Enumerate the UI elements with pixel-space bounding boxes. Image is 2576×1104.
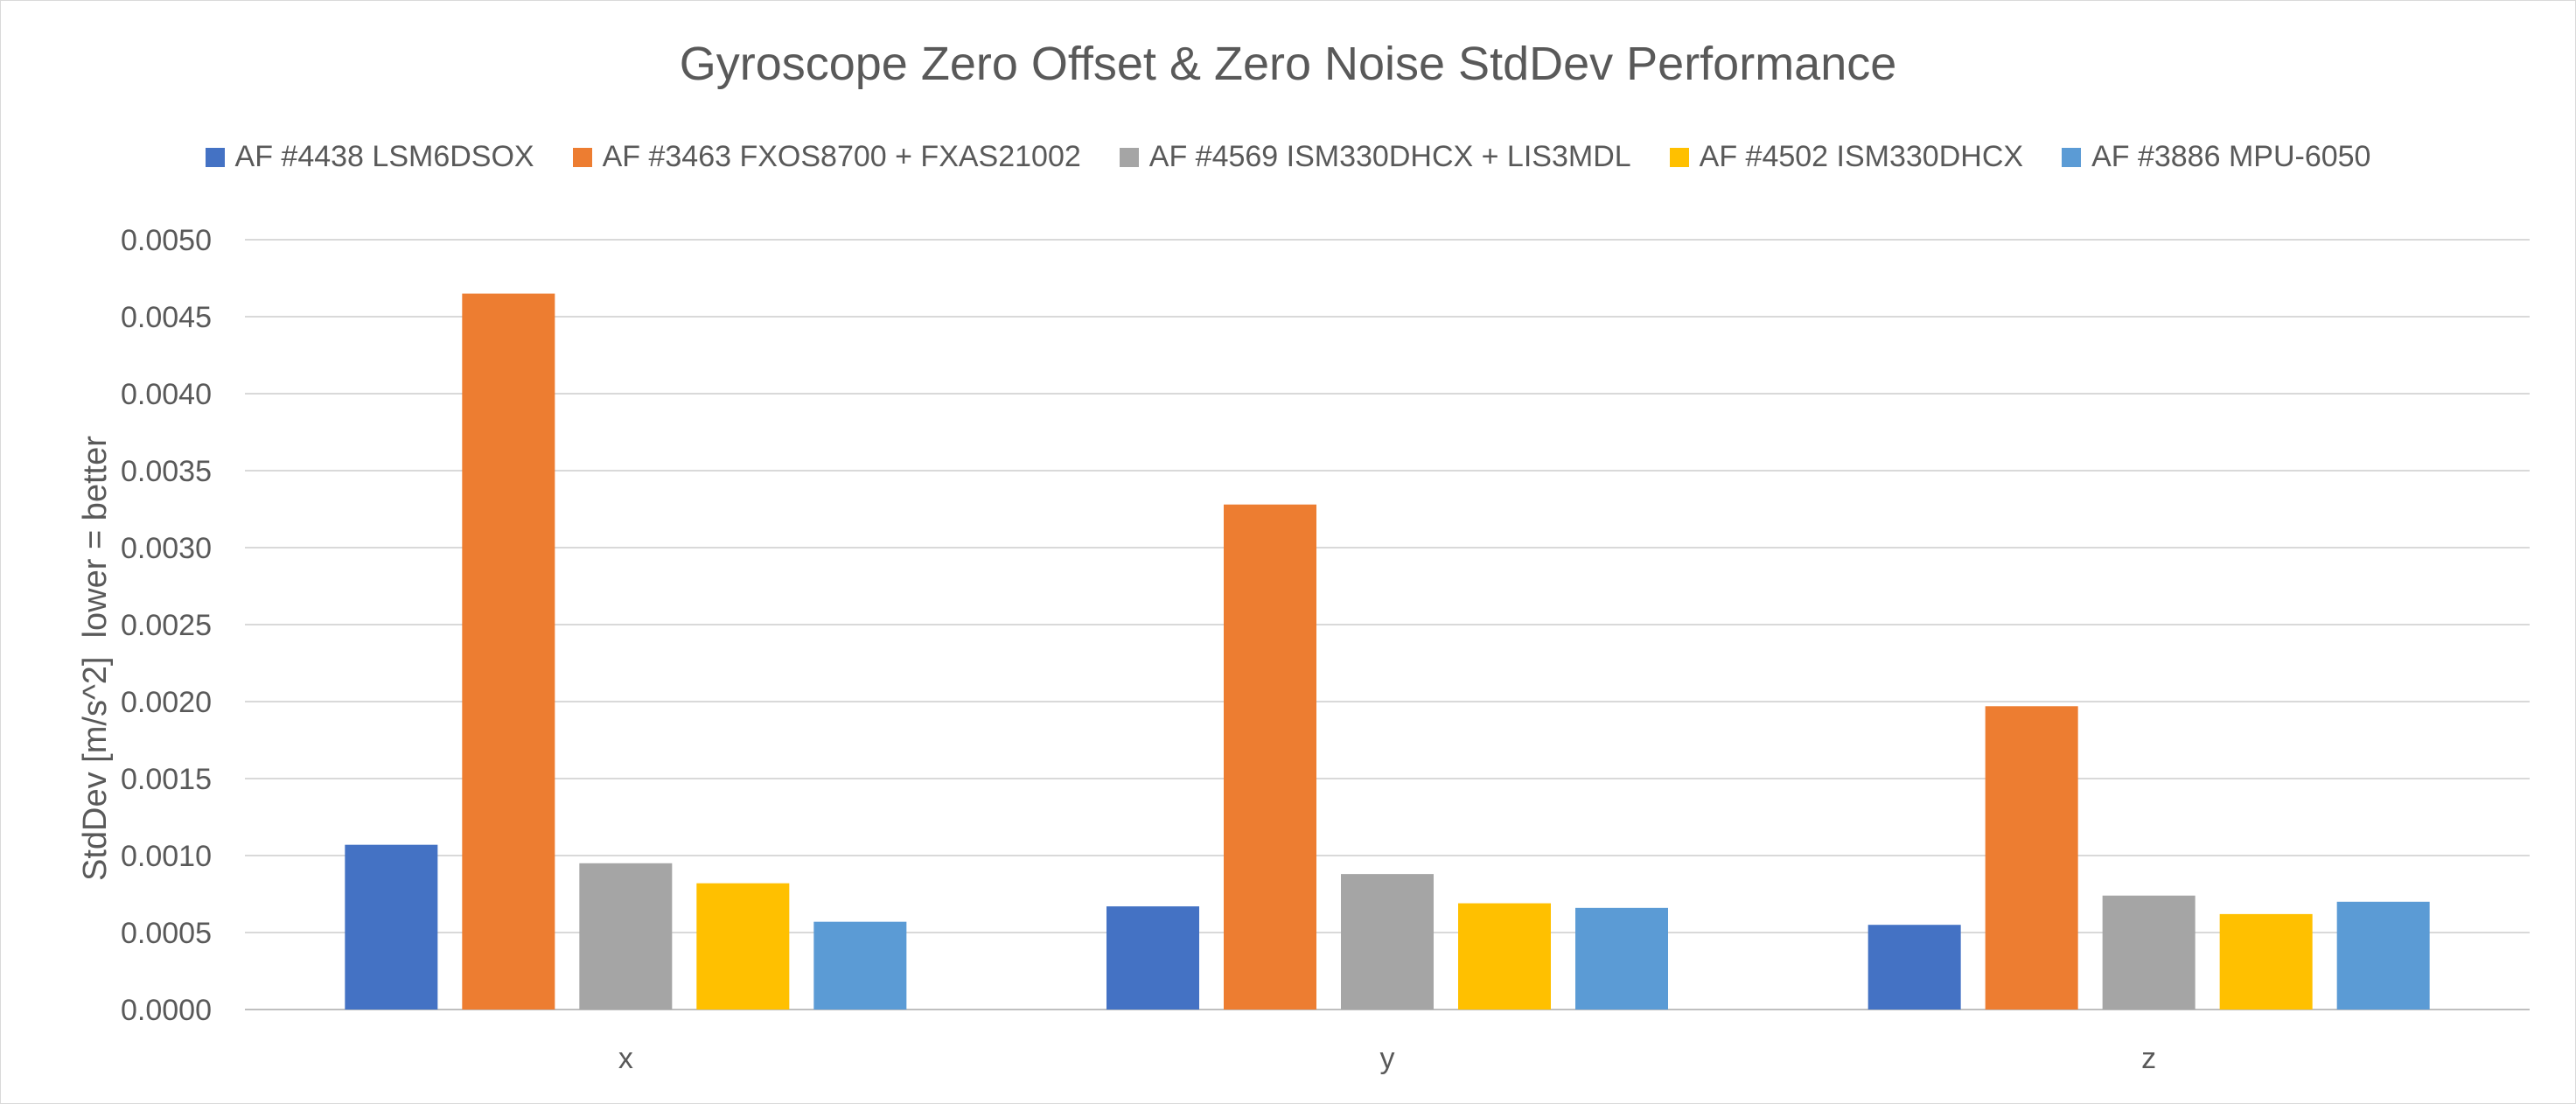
y-tick-label: 0.0040: [121, 378, 212, 411]
y-tick-label: 0.0000: [121, 994, 212, 1027]
bar: [1458, 903, 1551, 1010]
y-tick-label: 0.0015: [121, 763, 212, 796]
bar: [1575, 907, 1668, 1010]
legend-swatch: [572, 147, 592, 167]
y-tick-label: 0.0005: [121, 917, 212, 950]
legend-swatch: [1669, 147, 1689, 167]
y-tick-label: 0.0050: [121, 224, 212, 257]
legend-item: AF #4502 ISM330DHCX: [1669, 140, 2024, 174]
bar: [1224, 504, 1316, 1010]
y-tick-label: 0.0045: [121, 301, 212, 334]
bar: [1341, 874, 1434, 1010]
bar: [345, 844, 438, 1010]
y-tick-label: 0.0025: [121, 609, 212, 642]
bar: [2336, 901, 2430, 1010]
bar: [813, 921, 907, 1010]
bar: [579, 863, 673, 1010]
x-tick-label: z: [2141, 1042, 2156, 1075]
legend-item: AF #4569 ISM330DHCX + LIS3MDL: [1119, 140, 1631, 174]
bar: [2219, 913, 2313, 1010]
legend-item: AF #3463 FXOS8700 + FXAS21002: [572, 140, 1081, 174]
legend-swatch: [1119, 147, 1139, 167]
bar: [1106, 906, 1199, 1010]
bar: [462, 293, 555, 1010]
legend-item: AF #4438 LSM6DSOX: [205, 140, 534, 174]
legend: AF #4438 LSM6DSOX AF #3463 FXOS8700 + FXA…: [0, 140, 2576, 174]
y-tick-label: 0.0010: [121, 840, 212, 873]
bar: [2102, 895, 2196, 1010]
legend-label: AF #4438 LSM6DSOX: [234, 140, 534, 173]
x-tick-label: y: [1380, 1042, 1395, 1075]
y-tick-label: 0.0020: [121, 686, 212, 719]
y-tick-label: 0.0030: [121, 532, 212, 565]
bar: [1985, 706, 2078, 1010]
x-tick-label: x: [618, 1042, 633, 1075]
bar: [696, 883, 790, 1010]
legend-label: AF #4502 ISM330DHCX: [1699, 140, 2024, 173]
legend-swatch: [2062, 147, 2082, 167]
legend-swatch: [205, 147, 225, 167]
legend-item: AF #3886 MPU-6050: [2062, 140, 2370, 174]
y-tick-label: 0.0035: [121, 455, 212, 488]
legend-label: AF #3886 MPU-6050: [2091, 140, 2371, 173]
bar: [1867, 925, 1961, 1010]
legend-label: AF #4569 ISM330DHCX + LIS3MDL: [1148, 140, 1631, 173]
legend-label: AF #3463 FXOS8700 + FXAS21002: [602, 140, 1081, 173]
chart-title: Gyroscope Zero Offset & Zero Noise StdDe…: [679, 38, 1897, 90]
